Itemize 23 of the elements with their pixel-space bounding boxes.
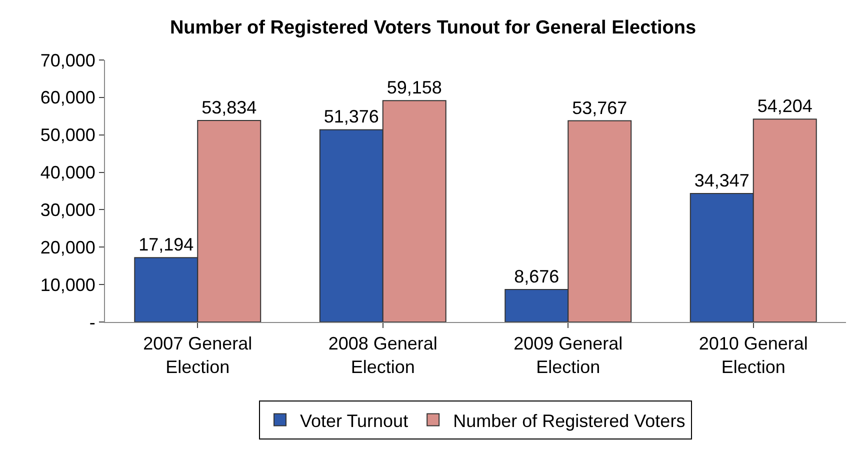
chart-title: Number of Registered Voters Tunout for General Elections: [170, 18, 696, 39]
data-label: 51,376: [324, 106, 379, 127]
y-tick-label: 70,000: [40, 50, 96, 70]
data-label: 53,767: [572, 98, 628, 118]
legend-label: Voter Turnout: [300, 410, 408, 431]
data-label: 17,194: [138, 234, 194, 255]
x-tick-label: 2010 General Election: [698, 334, 808, 377]
y-tick-label: 10,000: [40, 274, 96, 295]
data-label: 53,834: [202, 98, 257, 118]
legend-label: Number of Registered Voters: [453, 410, 686, 431]
y-tick-label: 60,000: [40, 88, 96, 108]
y-tick-label: 30,000: [40, 200, 96, 220]
x-tick-label: 2007 General Election: [143, 334, 252, 377]
data-label: 34,347: [694, 170, 750, 190]
data-label: 54,204: [757, 96, 812, 116]
y-tick-label: -: [89, 312, 96, 332]
y-tick-label: 50,000: [40, 125, 96, 146]
x-tick-label: 2009 General Election: [514, 334, 623, 377]
data-label: 8,676: [514, 266, 560, 287]
data-label: 59,158: [386, 78, 442, 98]
x-tick-label: 2008 General Election: [328, 334, 438, 377]
y-tick-label: 20,000: [40, 237, 96, 258]
y-tick-label: 40,000: [40, 162, 96, 183]
